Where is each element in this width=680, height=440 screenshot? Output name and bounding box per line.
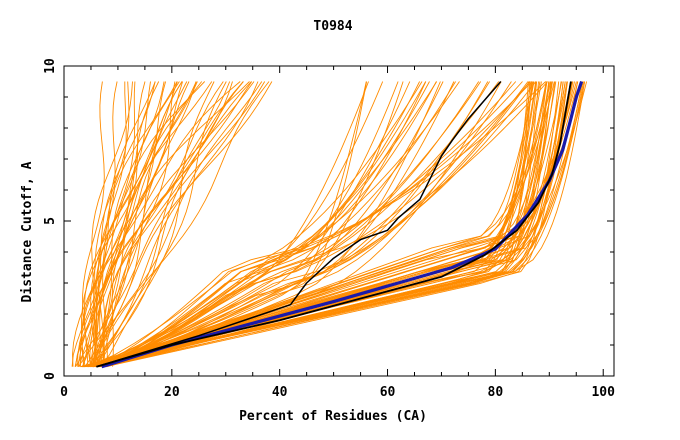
y-tick-label: 5	[43, 217, 58, 225]
x-tick-label: 0	[60, 385, 68, 400]
series-line-black-model-2	[96, 81, 502, 368]
series-line-black-model-1	[96, 81, 572, 368]
model-lines	[71, 81, 588, 368]
x-tick-label: 80	[488, 385, 504, 400]
x-tick-label: 60	[380, 385, 396, 400]
y-tick-label: 0	[43, 372, 58, 380]
series-line-blue-model	[101, 80, 584, 369]
y-axis-label: Distance Cutoff, A	[20, 161, 35, 302]
x-tick-label: 20	[164, 385, 180, 400]
highlight-lines	[96, 80, 584, 369]
tick-labels: 0 20 40 60 80 100 0 5 10	[43, 58, 615, 400]
x-tick-label: 100	[591, 385, 615, 400]
axis-ticks	[63, 65, 614, 377]
y-tick-label: 10	[43, 58, 58, 74]
x-tick-label: 40	[272, 385, 288, 400]
chart-title: T0984	[313, 19, 352, 34]
x-axis-label: Percent of Residues (CA)	[239, 409, 427, 424]
